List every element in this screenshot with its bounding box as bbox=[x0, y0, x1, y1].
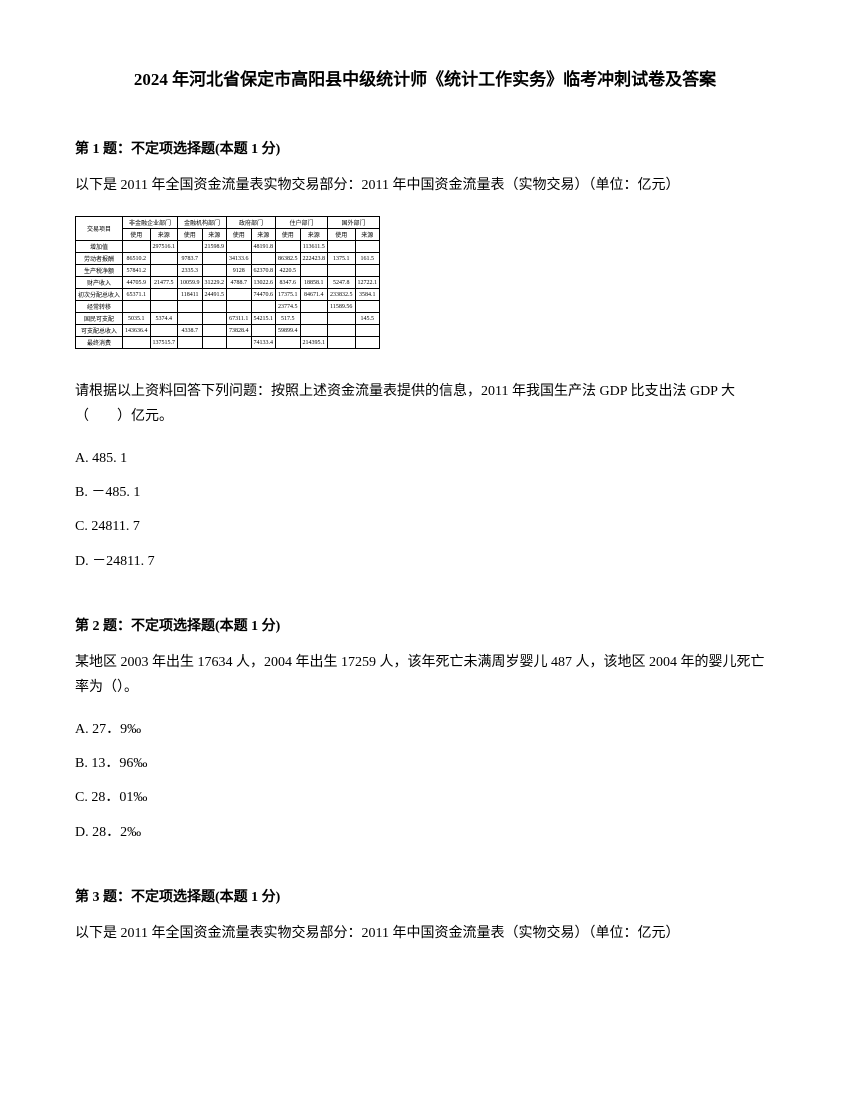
q3-header: 第 3 题：不定项选择题(本题 1 分) bbox=[75, 886, 775, 906]
q1-intro: 以下是 2011 年全国资金流量表实物交易部分：2011 年中国资金流量表（实物… bbox=[75, 173, 775, 198]
table-row: 可支配总收入143636.44338.773828.459899.4 bbox=[76, 325, 380, 337]
table-row: 初次分配总收入65371.111841124491.574470.617375.… bbox=[76, 289, 380, 301]
table-subheader: 使用 bbox=[178, 229, 203, 241]
table-row: 增加值297516.121598.948191.8113611.5 bbox=[76, 241, 380, 253]
table-subheader: 使用 bbox=[328, 229, 356, 241]
q1-question: 请根据以上资料回答下列问题：按照上述资金流量表提供的信息，2011 年我国生产法… bbox=[75, 379, 775, 429]
table-header: 政府部门 bbox=[227, 217, 276, 229]
question-3: 第 3 题：不定项选择题(本题 1 分) 以下是 2011 年全国资金流量表实物… bbox=[75, 886, 775, 946]
q1-header: 第 1 题：不定项选择题(本题 1 分) bbox=[75, 138, 775, 158]
q2-option-a: A. 27．9‰ bbox=[75, 719, 775, 741]
q2-option-c: C. 28．01‰ bbox=[75, 787, 775, 809]
table-subheader: 使用 bbox=[276, 229, 301, 241]
table-header: 金融机构部门 bbox=[178, 217, 227, 229]
q2-question: 某地区 2003 年出生 17634 人，2004 年出生 17259 人，该年… bbox=[75, 650, 775, 700]
table-header: 住户部门 bbox=[276, 217, 328, 229]
question-1: 第 1 题：不定项选择题(本题 1 分) 以下是 2011 年全国资金流量表实物… bbox=[75, 138, 775, 573]
table-header: 国外部门 bbox=[328, 217, 380, 229]
table-subheader: 来源 bbox=[202, 229, 227, 241]
table-subheader: 使用 bbox=[123, 229, 151, 241]
q1-option-a: A. 485. 1 bbox=[75, 448, 775, 470]
table-subheader: 来源 bbox=[150, 229, 178, 241]
q1-data-table: 交易项目 非金融企业部门 金融机构部门 政府部门 住户部门 国外部门 使用 来源… bbox=[75, 216, 380, 349]
q3-intro: 以下是 2011 年全国资金流量表实物交易部分：2011 年中国资金流量表（实物… bbox=[75, 921, 775, 946]
table-header: 交易项目 bbox=[76, 217, 123, 241]
table-header: 非金融企业部门 bbox=[123, 217, 178, 229]
q2-option-b: B. 13．96‰ bbox=[75, 753, 775, 775]
table-subheader: 使用 bbox=[227, 229, 252, 241]
table-subheader: 来源 bbox=[300, 229, 328, 241]
table-subheader: 来源 bbox=[355, 229, 380, 241]
table-row: 国民可支配5035.15374.467311.154215.1517.5145.… bbox=[76, 313, 380, 325]
table-row: 最终消费137515.774133.4214395.1 bbox=[76, 337, 380, 349]
q1-option-d: D. －24811. 7 bbox=[75, 551, 775, 573]
table-row: 劳动者报酬86510.29783.734133.686382.5222423.8… bbox=[76, 253, 380, 265]
table-row: 生产税净额57841.22335.3912862370.84220.5 bbox=[76, 265, 380, 277]
q2-option-d: D. 28．2‰ bbox=[75, 822, 775, 844]
q1-option-c: C. 24811. 7 bbox=[75, 516, 775, 538]
table-row: 财产收入44705.921477.510059.931229.24788.713… bbox=[76, 277, 380, 289]
table-subheader: 来源 bbox=[251, 229, 276, 241]
q2-header: 第 2 题：不定项选择题(本题 1 分) bbox=[75, 615, 775, 635]
page-title: 2024 年河北省保定市高阳县中级统计师《统计工作实务》临考冲刺试卷及答案 bbox=[75, 65, 775, 90]
question-2: 第 2 题：不定项选择题(本题 1 分) 某地区 2003 年出生 17634 … bbox=[75, 615, 775, 844]
q1-option-b: B. －485. 1 bbox=[75, 482, 775, 504]
table-row: 经常转移23774.511589.56 bbox=[76, 301, 380, 313]
